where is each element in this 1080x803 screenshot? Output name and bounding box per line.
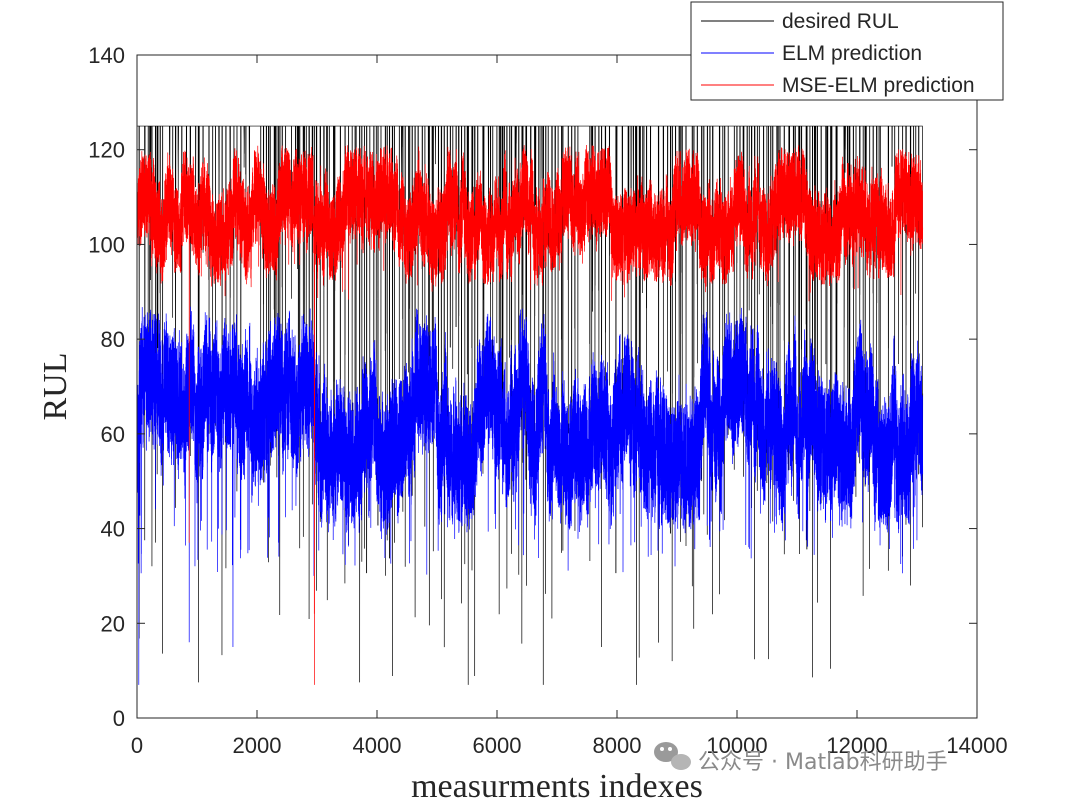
x-axis-ticks: 0 2000 4000 6000 8000 10000 12000 14000 [131,55,1008,758]
x-tick-label: 12000 [826,733,887,758]
y-tick-label: 0 [113,706,125,731]
legend-box [690,1,1004,101]
y-tick-label: 140 [88,43,125,68]
x-tick-label: 4000 [353,733,402,758]
watermark: 公众号 · Matlab科研助手 [654,742,948,775]
y-tick-label: 60 [101,422,125,447]
x-tick-label: 8000 [593,733,642,758]
series-mse-elm-prediction-line [136,145,924,685]
plot-area [136,54,978,719]
legend-label: desired RUL [782,10,899,33]
axes-box [136,54,978,719]
legend: desired RUL ELM prediction MSE-ELM predict… [690,1,1004,101]
series-desired-rul-line [137,125,924,685]
y-tick-label: 20 [101,611,125,636]
y-tick-label: 80 [101,327,125,352]
legend-label: ELM prediction [782,42,922,65]
wechat-icon [654,742,691,770]
watermark-text: 公众号 · Matlab科研助手 [698,750,948,775]
y-tick-label: 120 [88,138,125,163]
legend-label: MSE-ELM prediction [782,74,975,97]
x-tick-label: 14000 [946,733,1007,758]
y-axis-ticks: 0 20 40 60 80 100 120 140 [88,43,977,731]
series-elm-prediction-line [136,306,924,685]
y-tick-label: 40 [101,517,125,542]
y-tick-label: 100 [88,232,125,257]
x-tick-label: 0 [131,733,143,758]
series-layer [136,125,924,685]
y-axis-label: RUL [37,353,74,421]
x-axis-label: measurments indexes [411,768,703,803]
x-tick-label: 2000 [233,733,282,758]
x-tick-label: 10000 [706,733,767,758]
x-tick-label: 6000 [473,733,522,758]
